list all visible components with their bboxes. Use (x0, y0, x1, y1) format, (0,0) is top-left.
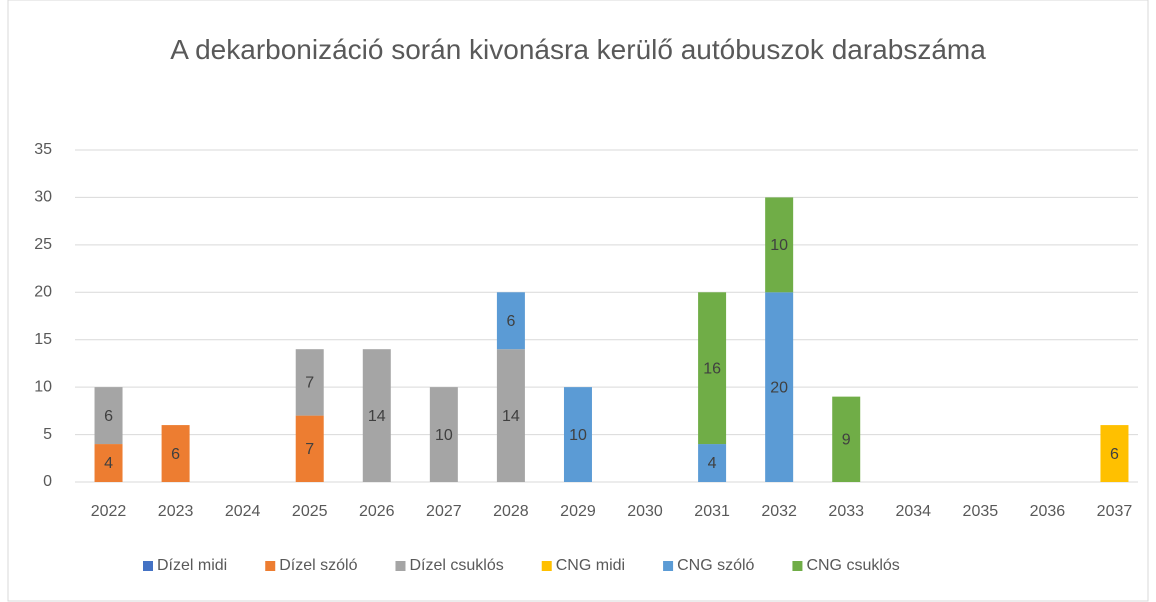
data-label: 10 (435, 427, 453, 444)
data-label: 7 (305, 375, 314, 392)
x-tick-label: 2036 (1030, 503, 1066, 520)
legend-label: CNG midi (556, 557, 625, 574)
data-label: 6 (1110, 446, 1119, 463)
data-label: 9 (842, 432, 851, 449)
bar-segment (161, 425, 190, 482)
x-tick-label: 2024 (225, 503, 261, 520)
x-tick-label: 2023 (158, 503, 194, 520)
x-tick-label: 2029 (560, 503, 596, 520)
legend-marker (395, 561, 406, 571)
chart-title: A dekarbonizáció során kivonásra kerülő … (170, 34, 986, 65)
y-tick-label: 30 (34, 189, 52, 206)
legend-label: Dízel szóló (279, 557, 357, 574)
x-tick-label: 2034 (895, 503, 931, 520)
bar-segment (94, 444, 123, 482)
bar-segment (698, 292, 727, 445)
y-tick-label: 25 (34, 236, 52, 253)
bar-segment (295, 349, 324, 416)
x-tick-label: 2027 (426, 503, 462, 520)
bar-segment (362, 349, 391, 482)
x-tick-label: 2025 (292, 503, 328, 520)
x-tick-label: 2035 (963, 503, 999, 520)
bar-segment (94, 387, 123, 445)
x-tick-label: 2037 (1097, 503, 1133, 520)
y-tick-label: 5 (43, 426, 52, 443)
y-tick-label: 15 (34, 331, 52, 348)
x-tick-label: 2022 (91, 503, 127, 520)
y-tick-label: 35 (34, 141, 52, 158)
y-tick-label: 0 (43, 473, 52, 490)
legend-marker (143, 561, 153, 571)
legend-label: Dízel midi (157, 557, 227, 574)
data-label: 10 (770, 237, 788, 254)
data-label: 20 (770, 379, 788, 396)
legend-marker (541, 561, 552, 571)
chart-border (7, 0, 1149, 602)
bar-segment (698, 444, 727, 482)
bar-segment (765, 197, 794, 293)
bar-segment (765, 292, 794, 482)
legend-marker (792, 561, 803, 571)
data-label: 4 (104, 455, 113, 472)
bar-segment (1100, 425, 1129, 482)
data-label: 6 (104, 408, 113, 425)
data-label: 14 (368, 408, 386, 425)
x-tick-label: 2028 (493, 503, 529, 520)
x-tick-label: 2033 (828, 503, 864, 520)
bar-segment (496, 292, 525, 350)
bar-segment (429, 387, 458, 482)
legend-label: CNG szóló (677, 557, 754, 574)
data-label: 6 (506, 313, 515, 330)
y-tick-label: 20 (34, 284, 52, 301)
x-tick-label: 2032 (761, 503, 797, 520)
data-label: 6 (171, 446, 180, 463)
data-label: 7 (305, 441, 314, 458)
y-tick-label: 10 (34, 378, 52, 395)
legend-label: CNG csuklós (806, 557, 899, 574)
x-tick-label: 2031 (694, 503, 730, 520)
data-label: 16 (703, 360, 721, 377)
bar-segment (295, 415, 324, 482)
x-tick-label: 2026 (359, 503, 395, 520)
x-tick-label: 2030 (627, 503, 663, 520)
bar-segment (832, 396, 861, 482)
bar-segment (563, 387, 592, 482)
data-label: 14 (502, 408, 520, 425)
data-label: 4 (708, 455, 717, 472)
bar-segment (496, 349, 525, 482)
legend-label: Dízel csuklós (409, 557, 503, 574)
legend-marker (265, 561, 276, 571)
data-label: 10 (569, 427, 587, 444)
legend-marker (663, 561, 674, 571)
